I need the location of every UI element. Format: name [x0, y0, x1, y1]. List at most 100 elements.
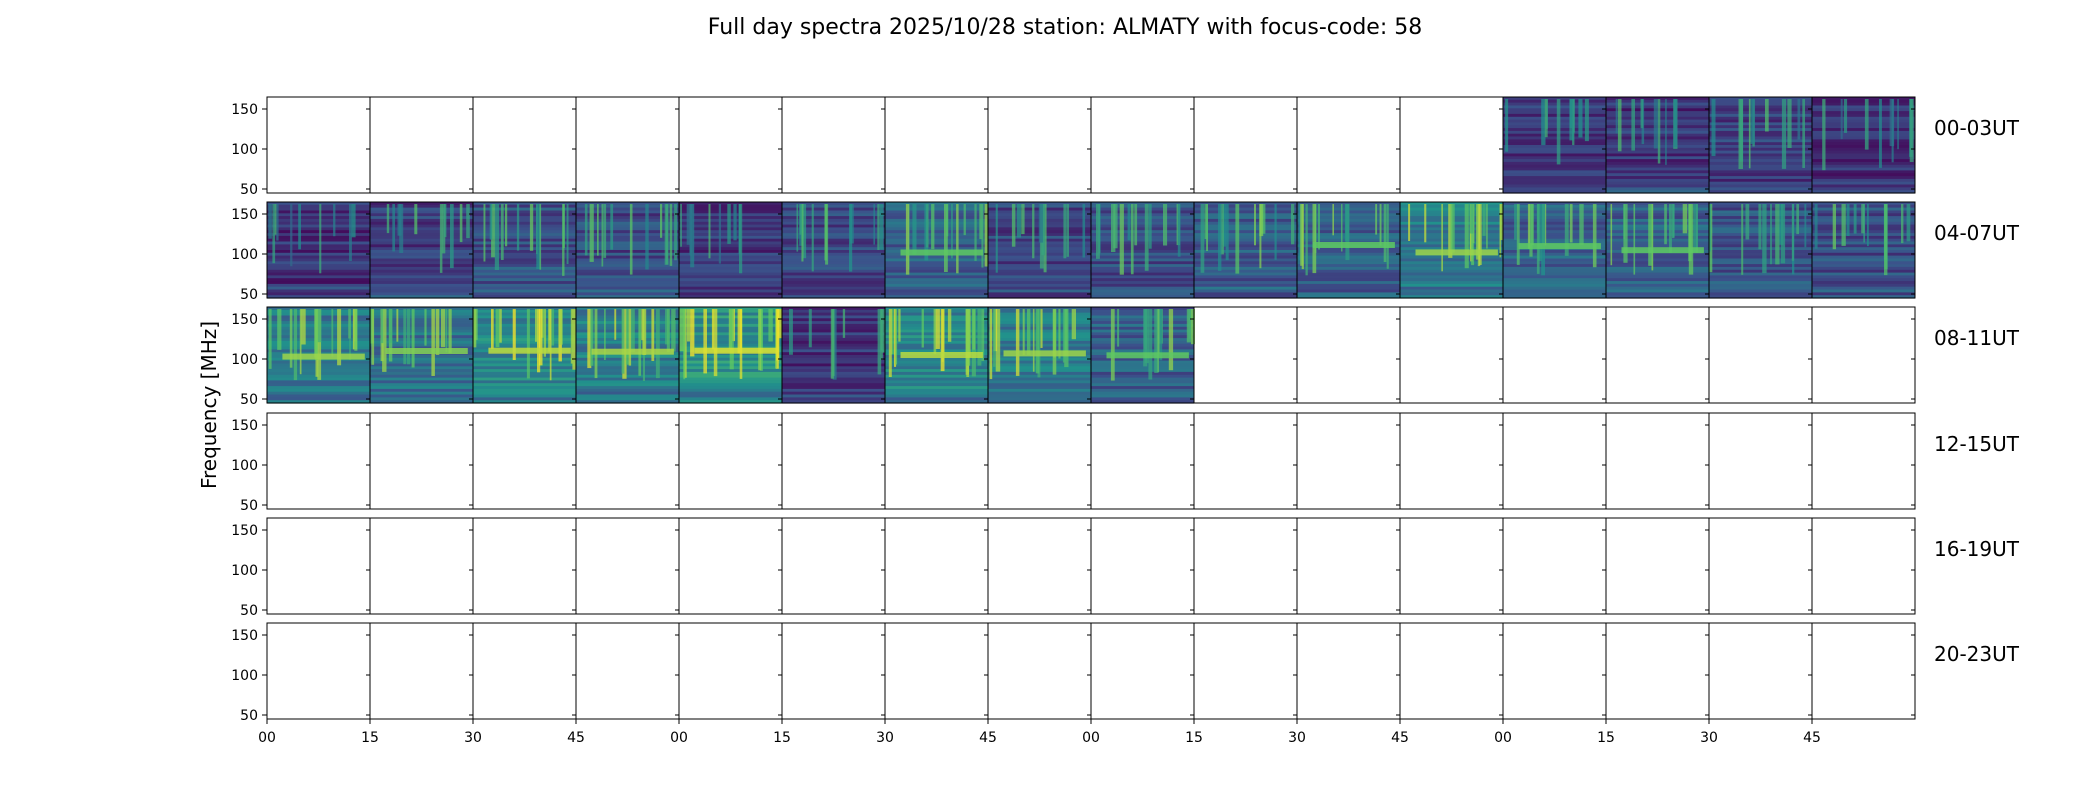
spectrum-band — [1812, 292, 1915, 296]
spectrum-band — [885, 289, 988, 293]
spectrum-band — [1297, 283, 1400, 288]
spectrum-band — [1606, 261, 1709, 265]
spectrum-burst — [625, 309, 630, 365]
spectrum-band — [1503, 147, 1606, 152]
x-tick-label: 45 — [979, 730, 997, 746]
y-tick-label: 150 — [231, 102, 258, 118]
spectrum-band — [988, 281, 1091, 285]
spectrum-band — [1709, 250, 1812, 254]
y-tick-label: 100 — [231, 247, 258, 263]
spectrum-band — [473, 255, 576, 259]
spectrum-band — [1606, 202, 1709, 206]
spectrum-band — [473, 247, 576, 251]
spectrum-burst — [491, 309, 494, 349]
spectrum-band — [1297, 202, 1400, 206]
spectrum-burst — [1470, 204, 1474, 234]
spectrum-band — [782, 210, 885, 214]
panel-border — [575, 622, 680, 720]
spectrum-burst — [1113, 204, 1118, 249]
spectrum-band — [267, 281, 370, 285]
spectrum-band — [473, 227, 576, 231]
spectrum-band — [576, 266, 679, 271]
spectrum-burst — [1775, 204, 1780, 265]
spectrum-panel — [266, 96, 371, 194]
spectrum-burst — [1665, 99, 1667, 165]
spectrum-band — [988, 266, 1091, 271]
spectrum-burst — [933, 309, 937, 354]
spectrum-burst — [1486, 204, 1488, 249]
spectrum-burst — [1673, 99, 1678, 147]
spectrum-panel — [781, 412, 886, 510]
spectrum-burst — [1569, 99, 1574, 141]
spectrum-band — [1606, 207, 1709, 211]
spectrum-band — [473, 269, 576, 274]
spectrum-burst — [1111, 204, 1116, 252]
spectrum-band — [1812, 130, 1915, 135]
spectrum-panel — [1708, 517, 1813, 615]
spectrum-band — [1606, 167, 1709, 171]
spectrum-burst — [1448, 204, 1453, 258]
spectrum-panel — [1399, 306, 1504, 404]
spectrum-burst — [981, 204, 984, 268]
spectrum-burst — [1897, 99, 1899, 150]
spectrum-band — [1503, 136, 1606, 140]
spectrum-burst — [1578, 99, 1583, 138]
spectrum-burst — [293, 309, 298, 381]
panel-border — [1090, 96, 1195, 194]
spectrum-band — [885, 286, 988, 291]
spectrum-panel — [1708, 412, 1813, 510]
spectrum-band — [988, 244, 1091, 248]
spectrum-burst — [319, 204, 322, 274]
spectrum-band — [1400, 261, 1503, 265]
row-time-label: 04-07UT — [1934, 221, 2020, 245]
spectrum-band — [1606, 266, 1709, 271]
panel-border — [575, 96, 680, 194]
spectrum-band — [1503, 213, 1606, 217]
spectrum-burst — [551, 309, 555, 346]
spectrum-band — [1091, 255, 1194, 259]
spectrum-burst — [535, 309, 538, 342]
spectrum-burst — [1220, 204, 1224, 255]
spectrum-band — [1091, 241, 1194, 245]
spectrum-band — [782, 386, 885, 390]
panel-border — [678, 96, 783, 194]
spectrum-burst — [1822, 99, 1826, 171]
spectrum-panel — [472, 517, 577, 615]
spectrum-band — [988, 394, 1091, 398]
spectrum-band — [1503, 216, 1606, 220]
spectrum-burst — [1814, 204, 1818, 249]
spectrum-band — [988, 269, 1091, 274]
spectrum-burst — [638, 309, 642, 376]
spectrum-band — [1194, 283, 1297, 288]
spectrum-band — [885, 227, 988, 231]
spectrum-panel — [884, 412, 989, 510]
spectrum-band — [1503, 173, 1606, 177]
spectrum-band — [473, 318, 576, 322]
spectrum-burst — [690, 309, 695, 357]
spectrum-band — [1709, 122, 1812, 126]
spectrum-interference — [1003, 350, 1086, 357]
spectrum-burst — [1016, 204, 1021, 238]
spectrum-burst — [1853, 204, 1857, 234]
spectrum-band — [1091, 338, 1194, 342]
y-tick-label: 50 — [240, 392, 258, 408]
spectrum-band — [1091, 388, 1194, 393]
row-time-label: 20-23UT — [1934, 642, 2020, 666]
spectrum-band — [1091, 380, 1194, 384]
spectrum-band — [782, 380, 885, 384]
spectrum-band — [370, 315, 473, 319]
panel-border — [781, 622, 886, 720]
spectrum-band — [576, 261, 679, 265]
spectrum-burst — [349, 204, 352, 261]
spectrum-band — [679, 250, 782, 254]
spectrum-burst — [1200, 204, 1205, 273]
y-tick-label: 100 — [231, 458, 258, 474]
spectrum-band — [473, 312, 576, 316]
spectrum-panel — [1502, 96, 1607, 194]
spectrum-band — [473, 352, 576, 356]
spectrum-band — [679, 295, 782, 299]
spectrum-band — [1606, 269, 1709, 274]
spectrum-band — [1709, 116, 1812, 121]
spectrum-band — [885, 371, 988, 376]
spectrum-panel — [575, 96, 680, 194]
